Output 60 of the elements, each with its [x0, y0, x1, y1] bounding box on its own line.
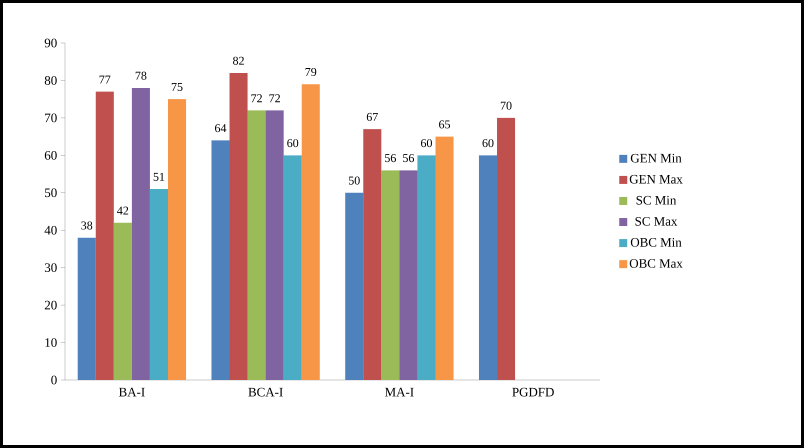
bar [399, 170, 418, 380]
legend-label: SC Min [636, 196, 676, 205]
data-label: 82 [233, 56, 244, 65]
data-label: 60 [482, 139, 494, 148]
bar [417, 155, 436, 380]
bar [132, 88, 150, 380]
data-label: 75 [172, 83, 183, 91]
bar [302, 84, 320, 380]
bar [381, 170, 400, 380]
data-label: 79 [306, 68, 316, 76]
y-tick-label: 40 [44, 226, 57, 235]
y-tick-label: 10 [45, 338, 57, 347]
data-label: 60 [421, 139, 432, 148]
bar [284, 155, 302, 380]
data-label: 77 [100, 76, 110, 84]
data-label: 60 [287, 139, 298, 148]
y-tick-label: 70 [45, 114, 57, 122]
data-label: 38 [81, 221, 92, 230]
legend-label: SC Max [635, 216, 678, 226]
y-tick-label: 30 [44, 263, 57, 272]
x-tick-label: BCA-I [248, 388, 283, 396]
data-label: 51 [154, 172, 164, 181]
y-tick-label: 0 [51, 376, 57, 384]
bar [150, 189, 168, 380]
bar [363, 129, 382, 380]
bar [78, 238, 96, 380]
legend-label: OBC Min [630, 238, 682, 247]
bar [435, 136, 454, 380]
data-label: 50 [348, 176, 360, 185]
bar [211, 140, 230, 380]
y-tick-label: 80 [44, 76, 57, 85]
bar [230, 72, 248, 380]
x-tick-label: PGDFD [512, 388, 554, 396]
bar [248, 110, 266, 380]
bar [266, 110, 284, 380]
y-tick-label: 60 [44, 150, 57, 160]
data-label: 70 [500, 102, 512, 110]
legend-label: GEN Min [630, 154, 682, 163]
y-tick-label: 50 [45, 188, 57, 198]
x-tick-label: BA-I [118, 388, 145, 396]
data-label: 56 [403, 154, 414, 162]
y-tick-label: 90 [44, 38, 57, 48]
x-tick-label: MA-I [385, 388, 414, 396]
bar [478, 155, 498, 380]
data-label: 56 [385, 154, 396, 162]
bar [114, 222, 132, 380]
bar [168, 99, 186, 380]
data-label: 78 [136, 72, 146, 80]
legend-label: GEN Max [630, 174, 683, 184]
bar [96, 92, 114, 380]
bar [497, 118, 516, 380]
y-tick-label: 20 [44, 300, 57, 310]
data-label: 64 [215, 124, 226, 132]
data-label: 72 [269, 94, 280, 102]
legend-label: OBC Max [630, 259, 683, 268]
data-label: 42 [117, 206, 128, 215]
data-label: 65 [439, 120, 450, 128]
data-label: 67 [366, 112, 378, 121]
data-label: 72 [251, 94, 262, 102]
bar [345, 192, 364, 380]
